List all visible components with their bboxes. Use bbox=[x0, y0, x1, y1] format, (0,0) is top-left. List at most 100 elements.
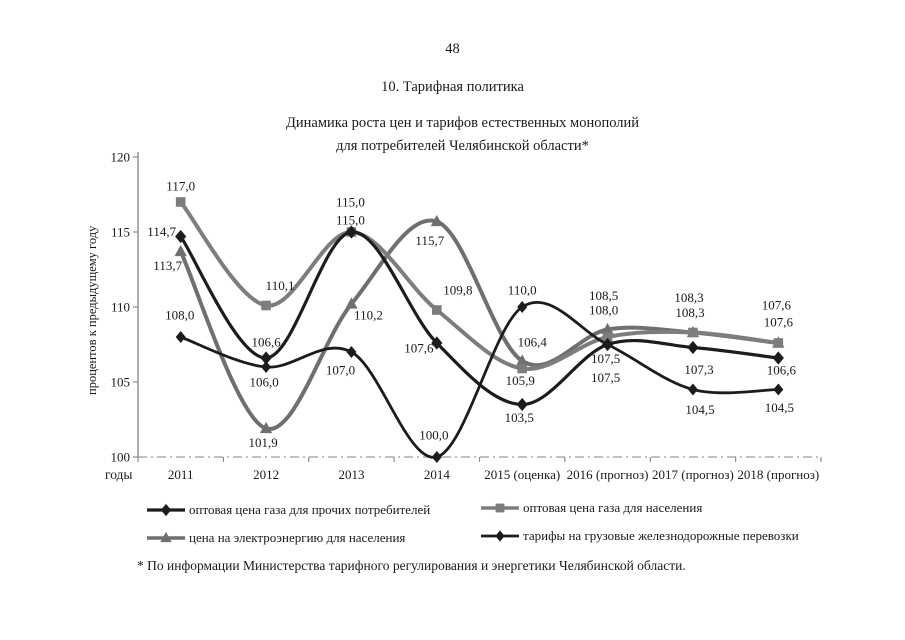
square-marker bbox=[261, 300, 271, 311]
triangle-marker bbox=[516, 354, 529, 366]
diamond-marker bbox=[773, 383, 784, 396]
diamond-marker bbox=[687, 340, 699, 355]
data-label: 108,3 bbox=[675, 305, 704, 320]
x-tick-label: 2011 bbox=[168, 467, 194, 482]
data-label: 107,5 bbox=[591, 370, 620, 385]
data-label: 107,6 bbox=[762, 298, 792, 313]
chart-title-line-2: для потребителей Челябинской области* bbox=[336, 138, 589, 155]
section-heading: 10. Тарифная политика bbox=[381, 79, 524, 95]
legend-item-gas-population: оптовая цена газа для населения bbox=[480, 500, 702, 516]
square-marker bbox=[688, 327, 698, 338]
diamond-marker bbox=[346, 346, 357, 358]
data-label: 100,0 bbox=[419, 428, 448, 443]
square-marker bbox=[432, 305, 442, 315]
triangle-marker bbox=[601, 322, 614, 335]
data-label: 105,9 bbox=[506, 373, 535, 388]
data-label: 115,0 bbox=[336, 213, 365, 228]
data-label: 117,0 bbox=[166, 179, 195, 194]
diamond-marker bbox=[175, 229, 187, 244]
square-marker bbox=[517, 363, 527, 374]
square-marker bbox=[602, 332, 613, 342]
data-label: 106,6 bbox=[251, 335, 281, 350]
footnote: * По информации Министерства тарифного р… bbox=[137, 558, 686, 573]
diamond-marker bbox=[431, 451, 442, 463]
x-tick-label: 2017 (прогноз) bbox=[652, 467, 734, 482]
triangle-marker bbox=[430, 214, 443, 227]
data-label: 106,4 bbox=[518, 335, 548, 350]
x-tick-label: 2014 bbox=[424, 467, 451, 482]
data-label: 107,3 bbox=[684, 362, 713, 377]
x-tick-label: 2012 bbox=[253, 467, 279, 482]
chart-title-line-1: Динамика роста цен и тарифов естественны… bbox=[285, 115, 640, 131]
triangle-marker-icon bbox=[147, 531, 185, 543]
square-marker bbox=[175, 197, 186, 207]
diamond-marker bbox=[516, 397, 528, 412]
data-label: 101,9 bbox=[248, 435, 277, 450]
data-label: 110,1 bbox=[266, 278, 295, 293]
diamond-marker bbox=[345, 225, 358, 239]
series-line-3 bbox=[180, 300, 779, 459]
diamond-marker bbox=[687, 383, 698, 396]
x-tick-label: 2016 (прогноз) bbox=[567, 467, 649, 482]
triangle-marker bbox=[174, 244, 187, 257]
data-label: 107,0 bbox=[326, 363, 355, 378]
data-label: 103,5 bbox=[505, 410, 534, 425]
diamond-marker bbox=[175, 331, 186, 343]
y-tick-label: 120 bbox=[111, 150, 131, 165]
data-label: 107,6 bbox=[404, 341, 434, 356]
diamond-marker bbox=[260, 351, 272, 365]
legend-item-electricity-population: цена на электроэнергию для населения bbox=[146, 530, 405, 546]
data-label: 110,0 bbox=[508, 283, 537, 298]
diamond-marker-icon bbox=[147, 503, 185, 517]
triangle-marker bbox=[160, 531, 172, 543]
data-label: 114,7 bbox=[147, 224, 176, 239]
y-tick-label: 110 bbox=[111, 300, 130, 315]
data-label: 113,7 bbox=[153, 258, 182, 273]
legend-label-gas-population: оптовая цена газа для населения bbox=[523, 500, 703, 515]
diamond-marker bbox=[160, 503, 172, 517]
diamond-marker bbox=[495, 530, 505, 542]
data-label: 106,6 bbox=[767, 363, 797, 378]
legend-item-gas-other-consumers: оптовая цена газа для прочих потребителе… bbox=[146, 502, 430, 518]
data-label: 108,0 bbox=[165, 308, 194, 323]
data-label: 108,5 bbox=[589, 288, 618, 303]
diamond-marker bbox=[602, 338, 613, 351]
x-axis-caption: годы bbox=[105, 467, 133, 482]
square-marker bbox=[773, 338, 784, 348]
diamond-marker bbox=[772, 351, 784, 365]
y-tick-label: 100 bbox=[111, 450, 131, 465]
diamond-marker bbox=[431, 336, 443, 350]
y-tick-label: 105 bbox=[111, 375, 131, 390]
diamond-marker bbox=[517, 301, 528, 313]
x-tick-label: 2013 bbox=[338, 467, 364, 482]
data-label: 115,0 bbox=[336, 195, 365, 210]
data-label: 108,0 bbox=[589, 303, 618, 318]
data-label: 106,0 bbox=[249, 375, 278, 390]
data-label: 109,8 bbox=[443, 283, 472, 298]
x-tick-label: 2018 (прогноз) bbox=[737, 467, 819, 482]
data-label: 104,5 bbox=[765, 400, 794, 415]
triangle-marker bbox=[259, 421, 273, 434]
data-label: 107,5 bbox=[591, 351, 620, 366]
data-label: 108,3 bbox=[674, 290, 703, 305]
square-marker-icon bbox=[481, 503, 519, 513]
legend-label-gas-other-consumers: оптовая цена газа для прочих потребителе… bbox=[189, 502, 431, 517]
diamond-marker bbox=[261, 361, 272, 373]
square-marker bbox=[495, 503, 505, 513]
diamond-marker-icon bbox=[481, 530, 519, 542]
legend-label-electricity-population: цена на электроэнергию для населения bbox=[189, 530, 406, 545]
data-label: 107,6 bbox=[764, 315, 794, 330]
series-line-2 bbox=[178, 218, 779, 431]
chart-title: Динамика роста цен и тарифов естественны… bbox=[10, 112, 905, 158]
data-label: 104,5 bbox=[685, 402, 714, 417]
legend-label-rail-freight: тарифы на грузовые железнодорожные перев… bbox=[523, 528, 799, 543]
triangle-marker bbox=[345, 297, 358, 309]
data-label: 110,2 bbox=[354, 308, 383, 323]
page-number: 48 bbox=[445, 41, 460, 57]
x-tick-label: 2015 (оценка) bbox=[484, 467, 560, 482]
data-label: 115,7 bbox=[415, 233, 444, 248]
legend-item-rail-freight: тарифы на грузовые железнодорожные перев… bbox=[480, 528, 799, 544]
y-tick-label: 115 bbox=[111, 225, 130, 240]
